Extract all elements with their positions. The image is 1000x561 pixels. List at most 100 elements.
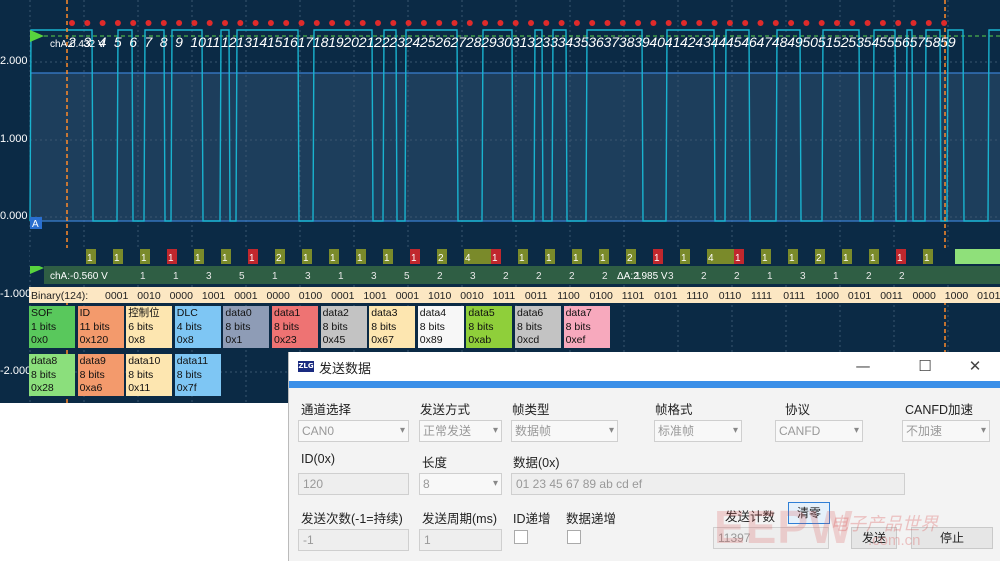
- edge-number-label: 15: [267, 34, 283, 50]
- binary-group: 0101: [654, 290, 678, 302]
- level-label: 5: [239, 271, 245, 282]
- waveform-canvas[interactable]: A2 3 4 5 6 7 8 9 10 11 12 13 14 15 16 17 18 19 20 21 22 23 24 2…: [0, 0, 1000, 403]
- stop-button[interactable]: 停止: [911, 527, 993, 549]
- frame-type-select[interactable]: 数据帧 ▾: [511, 420, 618, 442]
- decode-field-控制位: 控制位 6 bits 0x8: [126, 306, 173, 348]
- edge-number-label: 8: [160, 34, 168, 50]
- bit-block-label: 4: [465, 253, 471, 264]
- channel-value: CAN0: [302, 424, 335, 438]
- edge-marker-dot: [375, 20, 381, 26]
- decode-field-name: DLC: [176, 307, 198, 319]
- id-input[interactable]: 120: [298, 473, 409, 495]
- edge-number-label: 59: [940, 34, 956, 50]
- bit-block-label: 4: [708, 253, 714, 264]
- oscilloscope-panel[interactable]: A 2 3 4 5 6 7 8 9 10 11 12 13 14 15 16 17 18 19 20 21 22 23 24 2…: [0, 0, 1000, 403]
- bit-block-label: 1: [870, 253, 876, 264]
- watermark-url: .com.cn: [868, 532, 921, 549]
- send-button[interactable]: 发送: [851, 527, 897, 549]
- bit-block: [464, 249, 494, 264]
- decode-field-bits: 8 bits: [468, 320, 494, 333]
- level-label: 1: [140, 271, 146, 282]
- clear-counter-button[interactable]: 清零: [788, 502, 830, 524]
- send-counter-display: 11397: [713, 527, 829, 549]
- binary-group: 0001: [331, 290, 355, 302]
- edge-marker-dot: [222, 20, 228, 26]
- bit-block: [518, 249, 528, 264]
- edge-number-label: 14: [252, 34, 268, 50]
- edge-number-label: 24: [404, 34, 421, 50]
- edge-marker-dot: [665, 20, 672, 26]
- close-button[interactable]: ✕: [968, 357, 982, 375]
- chevron-down-icon: ▾: [492, 425, 498, 436]
- edge-marker-dot: [405, 20, 412, 26]
- binary-group: 0011: [525, 290, 548, 302]
- decode-field-name: data5: [468, 307, 495, 319]
- dialog-title: 发送数据: [319, 362, 372, 377]
- decode-field-data8: data8 8 bits 0x28: [29, 354, 75, 396]
- edge-number-label: 52: [833, 34, 849, 50]
- bit-block-label: 1: [357, 253, 363, 264]
- frame-type-label: 帧类型: [512, 403, 550, 417]
- bit-block-label: 1: [384, 253, 390, 264]
- edge-marker-dot: [757, 20, 764, 26]
- decode-field-value: 0x23: [274, 334, 297, 346]
- maximize-button[interactable]: ☐: [918, 357, 932, 375]
- protocol-value: CANFD: [779, 424, 821, 438]
- canfd-accel-select[interactable]: 不加速 ▾: [902, 420, 990, 442]
- decode-field-name: ID: [79, 307, 91, 319]
- send-mode-select[interactable]: 正常发送 ▾: [419, 420, 502, 442]
- bit-block: [383, 249, 393, 264]
- decode-field-bits: 11 bits: [79, 320, 110, 333]
- protocol-select[interactable]: CANFD ▾: [775, 420, 863, 442]
- decode-field-ID: ID 11 bits 0x120: [77, 306, 124, 348]
- edge-number-label: 16: [282, 34, 298, 50]
- level-label: 2: [437, 271, 443, 282]
- decode-field-name: data2: [322, 307, 349, 319]
- decode-field-name: 控制位: [128, 307, 160, 319]
- channel-select[interactable]: CAN0 ▾: [298, 420, 409, 442]
- edge-number-label: 53: [848, 34, 864, 50]
- bit-block: [140, 249, 150, 264]
- send-count-input[interactable]: -1: [298, 529, 409, 551]
- decode-field-data7: data7 8 bits 0xef: [563, 306, 610, 348]
- data-increment-checkbox[interactable]: [567, 530, 581, 544]
- decode-field-bits: 8 bits: [79, 368, 105, 381]
- binary-group: 0101: [977, 290, 1000, 302]
- minimize-button[interactable]: —: [855, 357, 871, 375]
- signal-fill-region: [30, 73, 1000, 221]
- edge-number-label: 57: [910, 34, 927, 50]
- edge-number-label: 10: [190, 34, 206, 50]
- decode-field-value: 0xef: [565, 334, 586, 346]
- bit-block-label: 1: [573, 253, 579, 264]
- send-mode-value: 正常发送: [423, 424, 472, 438]
- edge-marker-dot: [941, 20, 948, 26]
- bit-block-label: 1: [330, 253, 336, 264]
- binary-group: 0110: [719, 290, 742, 302]
- decode-field-value: 0x67: [371, 334, 394, 346]
- id-increment-checkbox[interactable]: [514, 530, 528, 544]
- edge-number-label: 37: [604, 34, 621, 50]
- data-label: 数据(0x): [513, 456, 560, 470]
- send-period-input[interactable]: 1: [419, 529, 502, 551]
- edge-number-label: 17: [298, 34, 315, 50]
- level-label: 2: [602, 271, 608, 282]
- bit-block-label: 2: [816, 253, 822, 264]
- bit-block: [626, 249, 636, 264]
- edge-number-label: 7: [145, 34, 154, 50]
- watermark-logo: EEPW: [714, 501, 854, 553]
- edge-number-label: 33: [542, 34, 558, 50]
- frame-format-select[interactable]: 标准帧 ▾: [654, 420, 742, 442]
- data-input[interactable]: 01 23 45 67 89 ab cd ef: [511, 473, 905, 495]
- binary-group: 1110: [686, 290, 708, 302]
- level-label: 3: [470, 271, 476, 282]
- bit-block-label: 1: [195, 253, 201, 264]
- decode-field-value: 0xcd: [517, 334, 540, 346]
- edge-marker-dot: [99, 20, 106, 26]
- bit-block-label: 2: [276, 253, 282, 264]
- length-select[interactable]: 8 ▾: [419, 473, 502, 495]
- decode-field-bits: 8 bits: [31, 368, 57, 381]
- bit-block: [653, 249, 663, 264]
- dialog-titlebar[interactable]: ZLG 发送数据 — ☐ ✕: [289, 352, 1000, 381]
- send-data-dialog[interactable]: ZLG 发送数据 — ☐ ✕ 通道选择 发送方式 帧类型 帧格式 协议 CANF…: [288, 352, 1000, 561]
- binary-header: Binary(124):: [31, 290, 88, 302]
